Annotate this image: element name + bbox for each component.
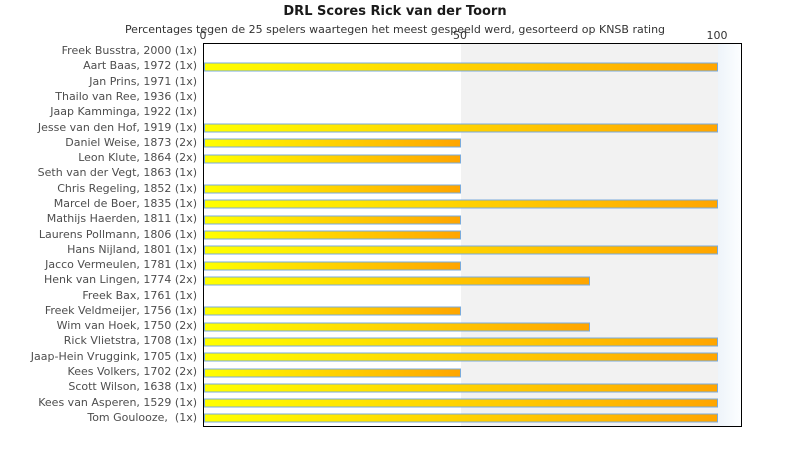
bar-row: [204, 197, 741, 212]
score-bar: [204, 154, 461, 164]
score-bar: [204, 230, 461, 240]
bar-row: [204, 350, 741, 365]
player-label: Scott Wilson, 1638 (1x): [68, 380, 197, 394]
score-bar: [204, 383, 718, 393]
bar-row: [204, 258, 741, 273]
bar-row: [204, 243, 741, 258]
score-bar: [204, 123, 718, 133]
player-label: Rick Vlietstra, 1708 (1x): [63, 334, 197, 348]
player-label: Jaap Kamminga, 1922 (1x): [50, 105, 197, 119]
bar-row: [204, 59, 741, 74]
player-label: Jesse van den Hof, 1919 (1x): [37, 120, 197, 134]
chart-subtitle: Percentages tegen de 25 spelers waartege…: [124, 23, 666, 36]
player-label: Daniel Weise, 1873 (2x): [65, 135, 197, 149]
bar-row: [204, 136, 741, 151]
bar-row: [204, 120, 741, 135]
score-bar: [204, 322, 590, 332]
score-bar: [204, 398, 718, 408]
score-bar: [204, 138, 461, 148]
bar-row: [204, 105, 741, 120]
bar-row: [204, 380, 741, 395]
player-label: Chris Regeling, 1852 (1x): [57, 181, 197, 195]
score-bar: [204, 368, 461, 378]
player-label: Seth van der Vegt, 1863 (1x): [37, 166, 197, 180]
player-label: Tom Goulooze, (1x): [87, 410, 197, 424]
score-bar: [204, 62, 718, 72]
score-bar: [204, 245, 718, 255]
player-label: Aart Baas, 1972 (1x): [83, 59, 197, 73]
score-bar: [204, 306, 461, 316]
axis-tick-label: 0: [199, 29, 207, 42]
player-label: Laurens Pollmann, 1806 (1x): [38, 227, 197, 241]
bar-row: [204, 411, 741, 426]
player-label: Jaap-Hein Vruggink, 1705 (1x): [30, 349, 197, 363]
score-bar: [204, 276, 590, 286]
player-label: Mathijs Haerden, 1811 (1x): [46, 212, 197, 226]
bar-row: [204, 166, 741, 181]
player-label: Jan Prins, 1971 (1x): [89, 74, 197, 88]
score-bar: [204, 352, 718, 362]
plot-area: [203, 43, 742, 427]
score-bar: [204, 413, 718, 423]
bar-row: [204, 395, 741, 410]
bar-row: [204, 304, 741, 319]
bar-row: [204, 151, 741, 166]
player-label: Henk van Lingen, 1774 (2x): [43, 273, 197, 287]
axis-tick-label: 50: [453, 29, 467, 42]
label-column: Freek Busstra, 2000 (1x) Aart Baas, 1972 …: [0, 43, 197, 425]
bar-row: [204, 334, 741, 349]
bar-row: [204, 273, 741, 288]
bar-row: [204, 365, 741, 380]
player-label: Thailo van Ree, 1936 (1x): [55, 89, 197, 103]
player-label: Jacco Vermeulen, 1781 (1x): [45, 258, 197, 272]
player-label: Freek Bax, 1761 (1x): [82, 288, 197, 302]
player-label: Freek Busstra, 2000 (1x): [61, 44, 197, 58]
player-label: Kees Volkers, 1702 (2x): [67, 365, 197, 379]
score-bar: [204, 261, 461, 271]
score-bar: [204, 184, 461, 194]
player-label: Marcel de Boer, 1835 (1x): [53, 196, 197, 210]
player-label: Hans Nijland, 1801 (1x): [67, 242, 197, 256]
chart-title: DRL Scores Rick van der Toorn: [283, 4, 507, 19]
player-label: Freek Veldmeijer, 1756 (1x): [44, 303, 197, 317]
score-bar: [204, 215, 461, 225]
bar-row: [204, 319, 741, 334]
bar-row: [204, 289, 741, 304]
bar-row: [204, 182, 741, 197]
score-bar: [204, 199, 718, 209]
bar-row: [204, 90, 741, 105]
player-label: Leon Klute, 1864 (2x): [78, 151, 197, 165]
player-label: Kees van Asperen, 1529 (1x): [38, 395, 197, 409]
score-bar: [204, 337, 718, 347]
bar-row: [204, 227, 741, 242]
axis-ticks: 0 50 100: [0, 29, 790, 42]
axis-tick-label: 100: [706, 29, 728, 42]
bar-row: [204, 75, 741, 90]
bar-row: [204, 44, 741, 59]
bar-row: [204, 212, 741, 227]
player-label: Wim van Hoek, 1750 (2x): [56, 319, 197, 333]
